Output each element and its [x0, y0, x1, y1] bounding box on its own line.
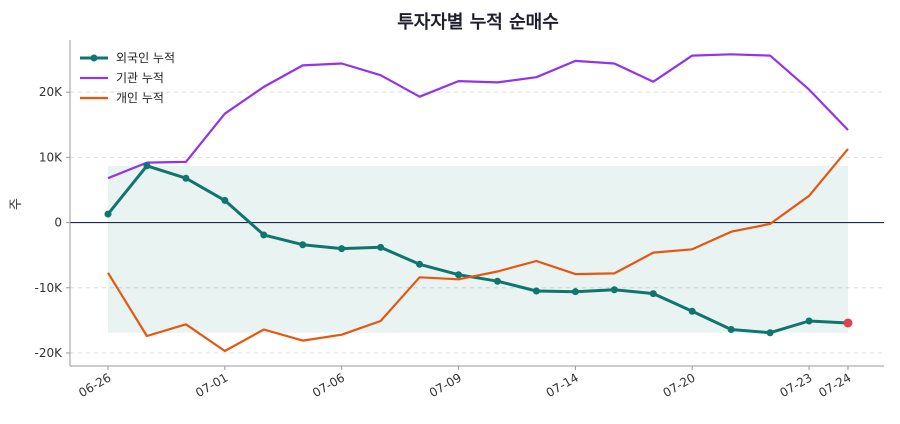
series-line-1 [106, 164, 849, 335]
data-point [532, 287, 540, 295]
series-line-3 [107, 148, 849, 353]
data-point [455, 271, 463, 279]
y-tick-label: 10K [39, 150, 63, 164]
data-point [416, 260, 424, 268]
x-tick-label: 07-01 [193, 370, 230, 400]
data-point [299, 241, 307, 249]
data-point [377, 243, 385, 251]
x-tick-label: 06-26 [76, 370, 113, 400]
data-point [221, 196, 229, 204]
axes [69, 40, 884, 367]
x-ticks: 06-26 07-01 07-06 07-09 07-14 07-20 07-23 07-24 [76, 366, 854, 400]
chart-title: 투자자별 누적 순매수 [397, 12, 559, 33]
data-point [182, 174, 190, 182]
x-tick-label: 07-23 [777, 370, 814, 400]
x-tick-label: 07-06 [310, 370, 347, 400]
data-point [260, 231, 268, 239]
series-points [104, 162, 853, 337]
legend-label: 외국인 누적 [116, 51, 175, 65]
data-point [493, 277, 501, 285]
area-layer [108, 165, 848, 333]
legend-marker [90, 54, 98, 62]
foreign-range-band [108, 165, 848, 333]
data-point [104, 210, 112, 218]
data-point [610, 286, 618, 294]
x-tick-label: 07-20 [661, 370, 698, 400]
y-axis-label: 주 [9, 198, 24, 210]
data-point [571, 288, 579, 296]
y-ticks: -20K -10K 0 10K 20K [35, 85, 70, 360]
series-line-2 [107, 53, 849, 180]
data-point [143, 162, 151, 170]
legend-label: 개인 누적 [116, 91, 164, 105]
data-point [649, 290, 657, 298]
series-lines [106, 53, 849, 353]
latest-point [843, 318, 853, 328]
x-tick-label: 07-09 [427, 370, 464, 400]
y-tick-label: -20K [35, 346, 64, 360]
data-point [805, 317, 813, 325]
legend-label: 기관 누적 [116, 71, 164, 85]
y-tick-label: -10K [35, 281, 64, 295]
y-tick-label: 20K [39, 85, 63, 99]
data-point [766, 329, 774, 337]
x-tick-label: 07-14 [544, 370, 581, 400]
x-tick-label: 07-24 [816, 370, 853, 400]
data-point [727, 325, 735, 333]
data-point [688, 307, 696, 315]
y-tick-label: 0 [54, 216, 62, 230]
data-point [338, 245, 346, 253]
